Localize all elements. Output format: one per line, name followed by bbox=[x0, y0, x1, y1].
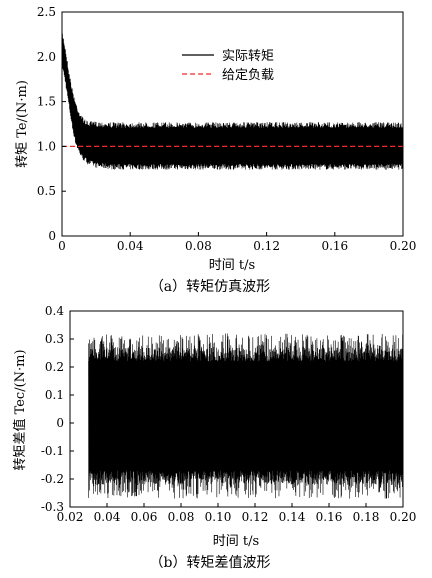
y-tick-label: 0 bbox=[48, 229, 56, 243]
panel-b-y-ticks: -0.3 -0.2 -0.1 0 0.1 0.2 0.3 0.4 bbox=[41, 304, 74, 514]
y-tick-label: 1.5 bbox=[37, 95, 56, 109]
y-tick-label: -0.3 bbox=[41, 500, 64, 514]
panel-a-legend: 实际转矩 给定负载 bbox=[182, 49, 274, 83]
panel-a-frame bbox=[61, 11, 404, 237]
y-tick-label: 2.5 bbox=[37, 5, 56, 19]
x-tick-label: 0.16 bbox=[316, 510, 343, 524]
legend-label-given-load: 给定负载 bbox=[222, 68, 274, 83]
y-tick-label: -0.1 bbox=[41, 444, 64, 458]
panel-a-plot-area bbox=[62, 29, 403, 170]
y-tick-label: 0.5 bbox=[37, 184, 56, 198]
panel-b-x-axis-label: 时间 t/s bbox=[213, 534, 259, 549]
x-tick-label: 0.20 bbox=[390, 239, 417, 253]
panel-b-caption: （b）转矩差值波形 bbox=[150, 555, 271, 571]
y-tick-label: 2.0 bbox=[37, 50, 56, 64]
panel-b-x-ticks: 0.02 0.04 0.06 0.08 0.10 0.12 0.14 0.16 0.18 0.20 bbox=[57, 503, 417, 524]
panel-a-y-axis-label: 转矩 Te/(N·m) bbox=[15, 80, 30, 168]
x-tick-label: 0.08 bbox=[168, 510, 195, 524]
panel-b-plot-area bbox=[88, 333, 403, 499]
x-tick-label: 0.04 bbox=[94, 510, 121, 524]
y-tick-label: 0.1 bbox=[45, 388, 64, 402]
panel-b-frame bbox=[69, 310, 404, 508]
legend-label-actual-torque: 实际转矩 bbox=[222, 49, 274, 64]
y-tick-label: 0.3 bbox=[45, 332, 64, 346]
x-tick-label: 0.02 bbox=[57, 510, 84, 524]
x-tick-label: 0.18 bbox=[353, 510, 380, 524]
panel-b-torque-difference: 0.02 0.04 0.06 0.08 0.10 0.12 0.14 0.16 0.18 0.20… bbox=[12, 304, 416, 571]
panel-b-y-axis-label: 转矩差值 Tec/(N·m) bbox=[12, 349, 28, 470]
y-tick-label: 0.4 bbox=[45, 304, 64, 318]
series-torque-difference-core bbox=[88, 361, 403, 471]
panel-a-x-ticks: 0 0.04 0.08 0.12 0.16 0.20 bbox=[58, 232, 416, 253]
panel-a-caption: （a）转矩仿真波形 bbox=[150, 279, 270, 295]
panel-a-x-axis-label: 时间 t/s bbox=[209, 258, 255, 273]
x-tick-label: 0.08 bbox=[185, 239, 212, 253]
y-tick-label: 0.2 bbox=[45, 360, 64, 374]
panel-a-torque-simulation: 0 0.04 0.08 0.12 0.16 0.20 0 0.5 1.0 1.5 2.0 2.5 时… bbox=[15, 5, 416, 295]
series-actual-torque bbox=[62, 29, 403, 170]
x-tick-label: 0 bbox=[58, 239, 66, 253]
x-tick-label: 0.12 bbox=[253, 239, 280, 253]
x-tick-label: 0.04 bbox=[117, 239, 144, 253]
x-tick-label: 0.20 bbox=[390, 510, 417, 524]
x-tick-label: 0.06 bbox=[131, 510, 158, 524]
x-tick-label: 0.10 bbox=[205, 510, 232, 524]
y-tick-label: 1.0 bbox=[37, 139, 56, 153]
x-tick-label: 0.14 bbox=[279, 510, 306, 524]
x-tick-label: 0.16 bbox=[321, 239, 348, 253]
y-tick-label: -0.2 bbox=[41, 472, 64, 486]
y-tick-label: 0 bbox=[56, 416, 64, 430]
x-tick-label: 0.12 bbox=[242, 510, 269, 524]
panel-a-y-ticks: 0 0.5 1.0 1.5 2.0 2.5 bbox=[37, 5, 66, 243]
